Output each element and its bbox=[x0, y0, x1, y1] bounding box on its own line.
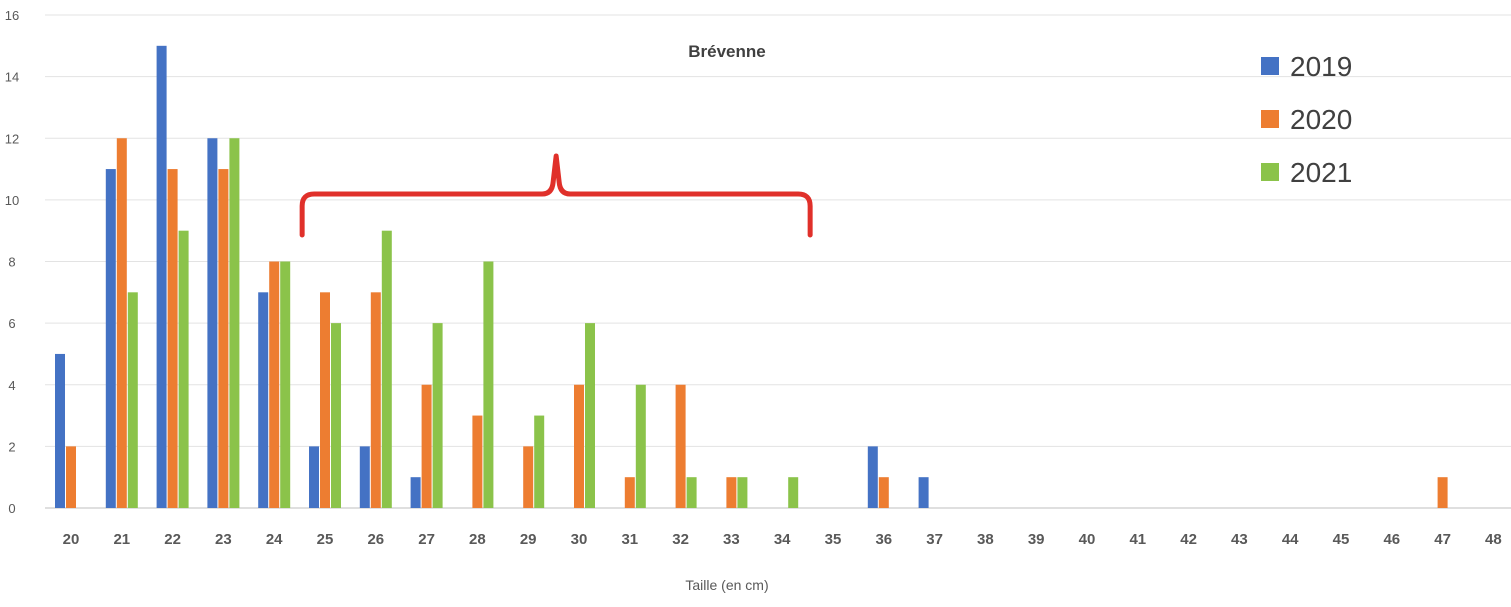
bar-2020-20 bbox=[66, 446, 76, 508]
bar-2020-36 bbox=[878, 477, 889, 508]
x-axis-title: Taille (en cm) bbox=[685, 577, 768, 593]
x-tick-label: 28 bbox=[469, 531, 486, 548]
bar-2021-27 bbox=[432, 323, 443, 508]
y-tick-label: 16 bbox=[5, 8, 19, 23]
bar-2019-24 bbox=[258, 292, 269, 508]
y-tick-label: 4 bbox=[8, 378, 15, 393]
bar-2020-32 bbox=[675, 384, 686, 508]
x-tick-label: 48 bbox=[1485, 531, 1502, 548]
bar-2021-29 bbox=[534, 415, 545, 508]
x-tick-label: 44 bbox=[1282, 531, 1299, 548]
x-tick-label: 36 bbox=[875, 531, 892, 548]
bar-2019-21 bbox=[105, 169, 116, 508]
brace-annotation bbox=[299, 153, 813, 238]
x-tick-label: 27 bbox=[418, 531, 435, 548]
bar-2021-23 bbox=[229, 138, 240, 508]
x-tick-label: 23 bbox=[215, 531, 232, 548]
x-tick-label: 45 bbox=[1333, 531, 1350, 548]
x-tick-label: 37 bbox=[926, 531, 943, 548]
y-tick-label: 10 bbox=[5, 193, 19, 208]
bar-2019-20 bbox=[55, 353, 65, 508]
bar-2021-31 bbox=[635, 384, 646, 508]
bar-2021-22 bbox=[178, 230, 189, 508]
x-tick-label: 32 bbox=[672, 531, 689, 548]
x-tick-label: 35 bbox=[825, 531, 842, 548]
chart-title: Brévenne bbox=[688, 42, 765, 61]
x-tick-label: 30 bbox=[571, 531, 588, 548]
x-tick-label: 40 bbox=[1079, 531, 1096, 548]
x-tick-label: 20 bbox=[63, 531, 80, 548]
bar-2019-37 bbox=[918, 477, 929, 508]
bars bbox=[55, 45, 1448, 508]
x-tick-label: 25 bbox=[317, 531, 334, 548]
bar-2020-27 bbox=[421, 384, 432, 508]
bar-2021-34 bbox=[788, 477, 799, 508]
bar-2019-27 bbox=[410, 477, 421, 508]
bar-2021-26 bbox=[381, 230, 392, 508]
bar-2020-23 bbox=[218, 169, 229, 508]
x-tick-label: 26 bbox=[367, 531, 384, 548]
bar-2019-23 bbox=[207, 138, 218, 508]
y-tick-label: 12 bbox=[5, 131, 19, 146]
x-axis-ticks: 20 21 22 23 24 25 26 27 28 29 30 31 32 33 34 35 36 37 38 39… bbox=[63, 531, 1502, 548]
y-tick-label: 6 bbox=[8, 316, 15, 331]
y-tick-label: 2 bbox=[8, 439, 15, 454]
x-tick-label: 39 bbox=[1028, 531, 1045, 548]
legend-swatch bbox=[1261, 110, 1279, 128]
bar-2020-21 bbox=[116, 138, 127, 508]
bar-2020-29 bbox=[523, 446, 534, 508]
x-tick-label: 47 bbox=[1434, 531, 1451, 548]
bar-2021-33 bbox=[737, 477, 748, 508]
x-tick-label: 38 bbox=[977, 531, 994, 548]
bar-2019-36 bbox=[867, 446, 878, 508]
bar-2021-25 bbox=[331, 323, 341, 508]
y-tick-label: 0 bbox=[8, 501, 15, 516]
x-tick-label: 41 bbox=[1129, 531, 1146, 548]
bar-2019-22 bbox=[156, 45, 167, 508]
legend-swatch bbox=[1261, 163, 1279, 181]
x-tick-label: 46 bbox=[1383, 531, 1400, 548]
bar-2021-32 bbox=[686, 477, 697, 508]
x-tick-label: 42 bbox=[1180, 531, 1197, 548]
bar-2020-24 bbox=[269, 261, 280, 508]
x-tick-label: 24 bbox=[266, 531, 283, 548]
bar-2019-26 bbox=[359, 446, 370, 508]
x-tick-label: 34 bbox=[774, 531, 791, 548]
y-tick-label: 14 bbox=[5, 70, 19, 85]
x-tick-label: 43 bbox=[1231, 531, 1248, 548]
bar-2020-30 bbox=[574, 384, 584, 508]
bar-2020-31 bbox=[624, 477, 635, 508]
bar-2019-25 bbox=[309, 446, 319, 508]
bar-2020-28 bbox=[472, 415, 483, 508]
bar-2021-24 bbox=[280, 261, 291, 508]
x-tick-label: 33 bbox=[723, 531, 740, 548]
y-tick-label: 8 bbox=[8, 255, 15, 270]
x-tick-label: 21 bbox=[113, 531, 130, 548]
legend: 2019 2020 2021 bbox=[1261, 51, 1352, 188]
legend-label: 2020 bbox=[1290, 104, 1352, 135]
bar-2020-47 bbox=[1437, 477, 1448, 508]
bar-2020-22 bbox=[167, 169, 178, 508]
legend-label: 2019 bbox=[1290, 51, 1352, 82]
bar-2020-26 bbox=[370, 292, 381, 508]
bar-2021-28 bbox=[483, 261, 494, 508]
x-tick-label: 29 bbox=[520, 531, 537, 548]
annotations bbox=[299, 153, 813, 238]
bar-2020-25 bbox=[320, 292, 330, 508]
bar-2021-30 bbox=[585, 323, 595, 508]
x-tick-label: 22 bbox=[164, 531, 181, 548]
bar-2020-33 bbox=[726, 477, 737, 508]
y-axis-ticks: 0 2 4 6 8 10 12 14 16 bbox=[5, 8, 19, 516]
bar-2021-21 bbox=[127, 292, 138, 508]
legend-label: 2021 bbox=[1290, 157, 1352, 188]
legend-swatch bbox=[1261, 57, 1279, 75]
x-tick-label: 31 bbox=[621, 531, 638, 548]
